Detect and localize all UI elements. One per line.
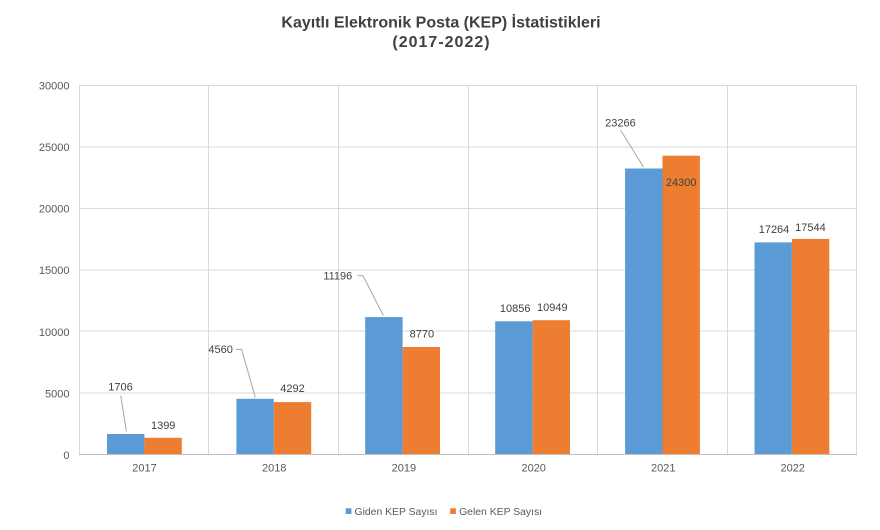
svg-text:10856: 10856 [500,303,531,315]
svg-text:2019: 2019 [392,463,416,475]
svg-text:2017: 2017 [132,463,156,475]
svg-text:2022: 2022 [780,463,804,475]
svg-text:(2017-2022): (2017-2022) [392,34,490,51]
svg-text:20000: 20000 [39,204,70,216]
svg-text:Kayıtlı Elektronik Posta (KEP): Kayıtlı Elektronik Posta (KEP) İstatisti… [281,14,600,32]
svg-text:Gelen KEP Sayısı: Gelen KEP Sayısı [459,507,542,518]
svg-text:0: 0 [63,450,69,462]
svg-text:8770: 8770 [410,329,434,341]
svg-text:4560: 4560 [208,344,232,356]
svg-text:25000: 25000 [39,142,70,154]
svg-text:2020: 2020 [521,463,545,475]
svg-text:4292: 4292 [280,383,304,395]
svg-text:5000: 5000 [45,388,69,400]
svg-text:2021: 2021 [651,463,675,475]
svg-text:10000: 10000 [39,327,70,339]
svg-text:1706: 1706 [108,382,132,394]
svg-text:11196: 11196 [323,271,352,283]
svg-text:2018: 2018 [262,463,286,475]
svg-text:10949: 10949 [537,302,568,314]
svg-text:30000: 30000 [39,81,70,93]
svg-text:17264: 17264 [759,224,790,236]
svg-text:24300: 24300 [666,177,697,189]
svg-text:23266: 23266 [605,117,636,129]
svg-text:1399: 1399 [151,420,175,432]
svg-text:17544: 17544 [795,222,826,234]
svg-text:15000: 15000 [39,265,70,277]
svg-text:Giden KEP Sayısı: Giden KEP Sayısı [355,507,438,518]
